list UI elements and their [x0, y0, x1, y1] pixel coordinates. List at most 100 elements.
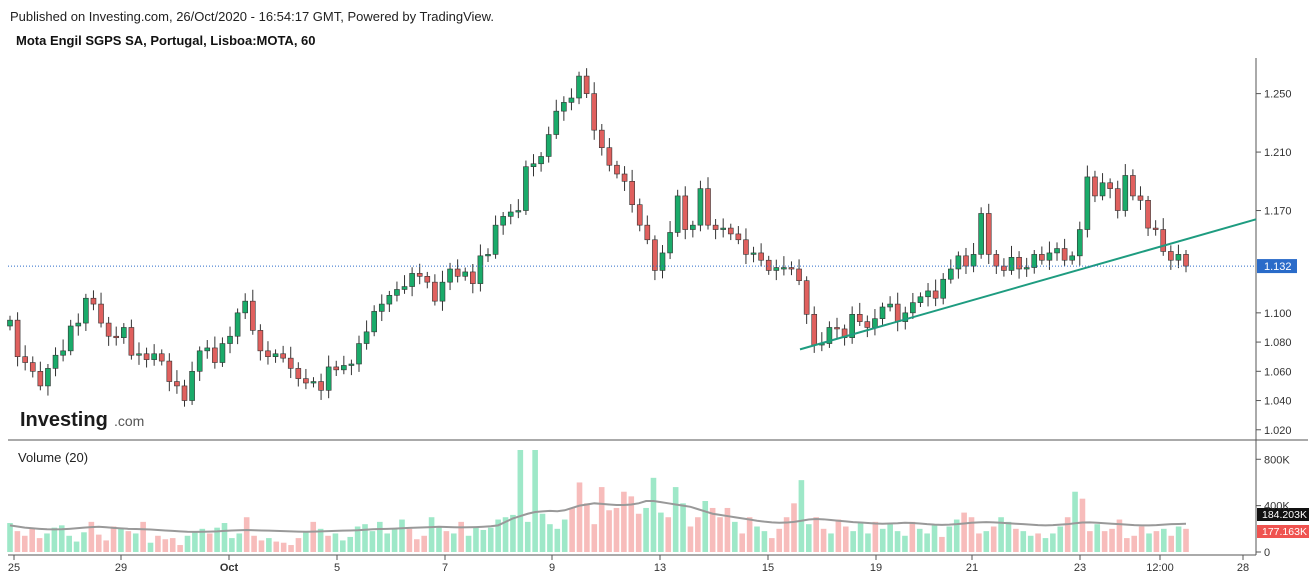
- volume-bar: [606, 510, 612, 552]
- candle: [401, 286, 408, 290]
- volume-bar: [687, 526, 694, 552]
- candle: [447, 268, 453, 283]
- candle: [1137, 195, 1144, 201]
- volume-bar: [865, 533, 871, 552]
- candle: [606, 147, 613, 166]
- candle: [872, 318, 878, 328]
- volume-bar: [902, 535, 908, 552]
- volume-bar: [140, 521, 146, 552]
- volume-bar: [621, 491, 627, 552]
- volume-bar: [465, 535, 472, 552]
- candle: [1152, 227, 1159, 230]
- candle: [826, 327, 833, 344]
- x-tick-label: 28: [1237, 562, 1249, 574]
- volume-bar: [510, 514, 516, 552]
- volume-bar: [1146, 533, 1152, 552]
- volume-last-tag: [1257, 525, 1309, 538]
- candle: [629, 181, 635, 205]
- y-tick-label: 1.100: [1264, 308, 1292, 320]
- volume-bar: [761, 531, 768, 552]
- volume-bar: [791, 503, 797, 552]
- candle: [1084, 176, 1091, 230]
- candle: [272, 353, 279, 357]
- volume-bar: [273, 541, 280, 552]
- candle: [227, 335, 233, 344]
- candle: [576, 75, 582, 99]
- candle: [598, 129, 605, 148]
- volume-bar: [184, 535, 191, 552]
- volume-bar: [813, 517, 819, 552]
- volume-bar: [650, 477, 657, 552]
- candle: [1061, 248, 1068, 261]
- candle: [356, 343, 362, 365]
- volume-bar: [946, 526, 953, 552]
- x-tick-label: 9: [549, 562, 555, 574]
- candle: [1039, 254, 1045, 261]
- volume-bar: [266, 538, 272, 552]
- volume-bar: [340, 540, 346, 552]
- candle: [955, 255, 962, 270]
- candle: [894, 303, 901, 322]
- volume-bar: [547, 524, 553, 552]
- volume-bar: [155, 535, 161, 552]
- volume-bar: [576, 482, 583, 552]
- candle: [257, 330, 264, 352]
- x-tick-label: 7: [442, 562, 448, 574]
- candle: [591, 93, 598, 131]
- volume-bar: [842, 526, 849, 552]
- candle: [1160, 229, 1167, 252]
- published-caption: Published on Investing.com, 26/Oct/2020 …: [10, 9, 494, 24]
- candle: [52, 354, 59, 369]
- candle: [636, 204, 643, 226]
- candle: [985, 213, 992, 255]
- candle: [303, 378, 309, 384]
- candle: [287, 357, 294, 369]
- volume-bar: [835, 519, 842, 552]
- candle: [196, 350, 203, 372]
- volume-ma-value: 184.203K: [1262, 509, 1307, 521]
- logo-suffix: .com: [114, 413, 144, 429]
- candle: [864, 321, 871, 328]
- candle: [667, 232, 673, 254]
- volume-bar: [436, 526, 442, 552]
- volume-bar: [732, 521, 738, 552]
- volume-ma-line: [9, 500, 1187, 533]
- volume-bar: [1027, 535, 1034, 552]
- candle: [378, 303, 385, 312]
- volume-bar: [754, 526, 760, 552]
- volume-bar: [990, 526, 997, 552]
- candle: [568, 97, 575, 103]
- x-tick-label: 15: [762, 562, 774, 574]
- candle: [879, 306, 886, 319]
- volume-bar: [613, 507, 620, 552]
- volume-bar: [332, 533, 339, 552]
- volume-bar: [458, 521, 464, 552]
- candle: [363, 331, 370, 344]
- candle: [22, 356, 28, 363]
- volume-bar: [303, 531, 309, 552]
- candle: [128, 327, 135, 356]
- volume-bar: [717, 517, 723, 552]
- candle: [29, 362, 36, 372]
- candle: [234, 312, 241, 337]
- instrument-title: Mota Engil SGPS SA, Portugal, Lisboa:MOT…: [16, 33, 316, 48]
- candle: [113, 335, 120, 339]
- candle: [98, 303, 104, 324]
- volume-bar: [939, 536, 945, 552]
- volume-bar: [1057, 526, 1064, 552]
- volume-bar: [591, 524, 598, 552]
- candle: [856, 314, 863, 322]
- volume-bar: [399, 519, 405, 552]
- volume-bar: [798, 480, 805, 552]
- x-tick-label: Oct: [220, 562, 239, 574]
- volume-bar: [1079, 498, 1086, 552]
- candle: [705, 188, 711, 226]
- candle: [1008, 257, 1015, 271]
- candle: [788, 267, 795, 270]
- volume-bar: [598, 487, 605, 552]
- volume-bar: [1072, 491, 1078, 552]
- candle: [917, 296, 924, 303]
- volume-bar: [584, 503, 590, 552]
- candle: [121, 327, 127, 338]
